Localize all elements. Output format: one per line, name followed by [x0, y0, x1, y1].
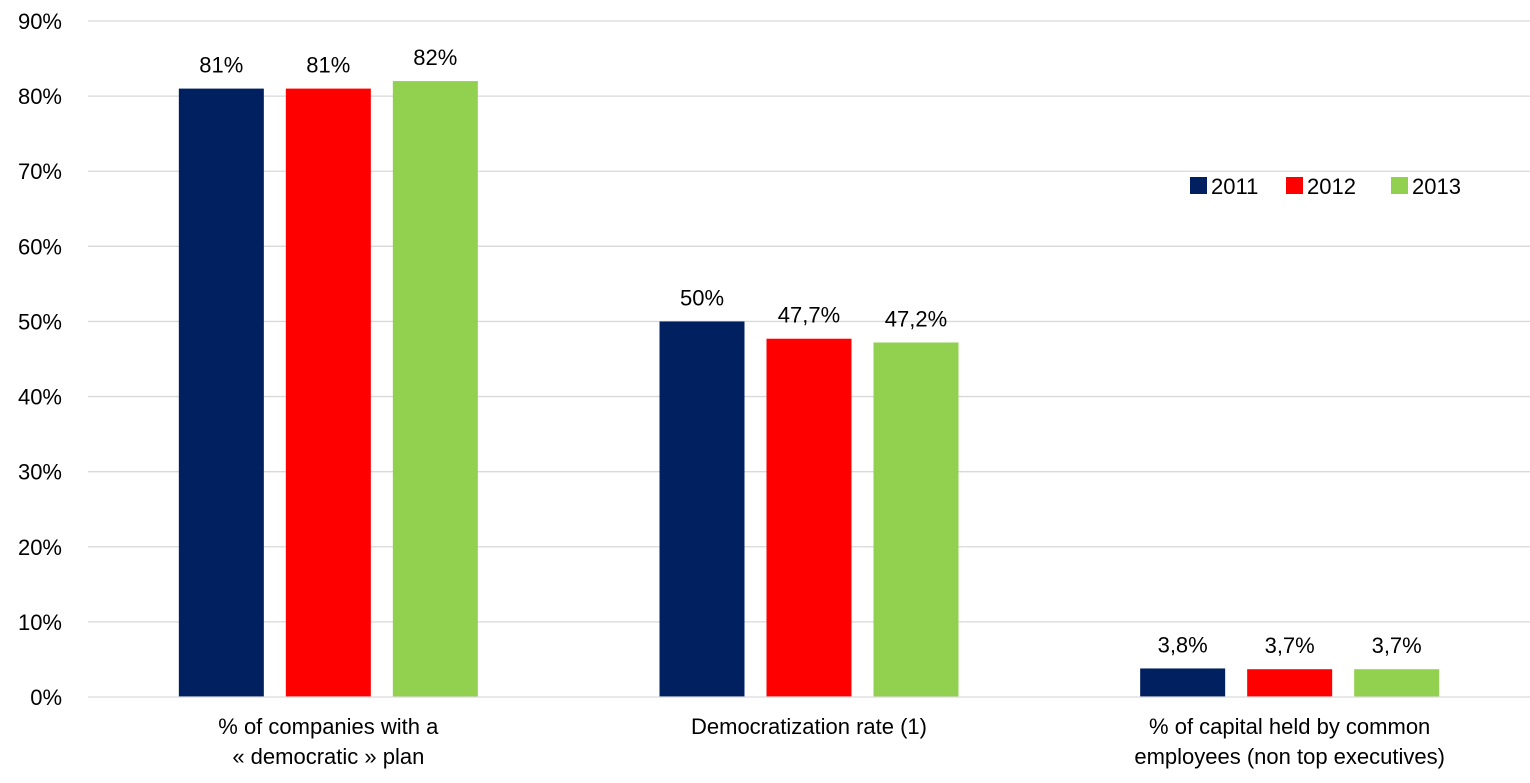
bar-2013-2	[1354, 669, 1440, 697]
data-label: 3,8%	[1158, 632, 1208, 657]
y-tick-label: 50%	[18, 309, 62, 334]
data-label: 47,7%	[778, 303, 840, 328]
data-label: 47,2%	[885, 306, 947, 331]
category-labels: % of companies with a « democratic » plan…	[218, 714, 1445, 769]
bar-2011-1	[659, 321, 745, 697]
bar-2012-0	[285, 88, 371, 698]
y-axis-tick-labels: 0% 10% 20% 30% 40% 50% 60% 70% 80% 90%	[18, 9, 62, 710]
category-label: Democratization rate (1)	[691, 714, 927, 739]
y-tick-label: 20%	[18, 535, 62, 560]
y-tick-label: 10%	[18, 610, 62, 635]
data-label: 3,7%	[1265, 633, 1315, 658]
y-tick-label: 30%	[18, 460, 62, 485]
legend: 2011 2012 2013	[1190, 174, 1461, 199]
bar-2012-2	[1247, 669, 1333, 697]
legend-label-2011: 2011	[1211, 174, 1258, 199]
data-label: 3,7%	[1372, 633, 1422, 658]
bar-2011-2	[1140, 668, 1226, 697]
y-tick-label: 60%	[18, 234, 62, 259]
legend-swatch-2013	[1391, 177, 1408, 194]
bar-2013-1	[873, 342, 959, 697]
y-tick-label: 80%	[18, 84, 62, 109]
bars	[178, 81, 1440, 698]
bar-2011-0	[178, 88, 264, 698]
y-tick-label: 40%	[18, 385, 62, 410]
bar-2013-0	[392, 81, 478, 698]
legend-label-2013: 2013	[1412, 174, 1461, 199]
data-labels: 81% 81% 82% 50% 47,7% 47,2% 3,8% 3,7% 3,7%	[199, 45, 1421, 658]
category-label: % of companies with a « democratic » plan	[218, 714, 439, 769]
data-label: 50%	[680, 285, 724, 310]
legend-swatch-2012	[1286, 177, 1303, 194]
data-label: 81%	[306, 53, 350, 78]
bar-2012-1	[766, 338, 852, 697]
y-tick-label: 90%	[18, 9, 62, 34]
y-tick-label: 0%	[30, 685, 62, 710]
data-label: 81%	[199, 53, 243, 78]
y-tick-label: 70%	[18, 159, 62, 184]
data-label: 82%	[413, 45, 457, 70]
legend-swatch-2011	[1190, 177, 1207, 194]
legend-label-2012: 2012	[1307, 174, 1356, 199]
category-label: % of capital held by common employees (no…	[1134, 714, 1445, 769]
